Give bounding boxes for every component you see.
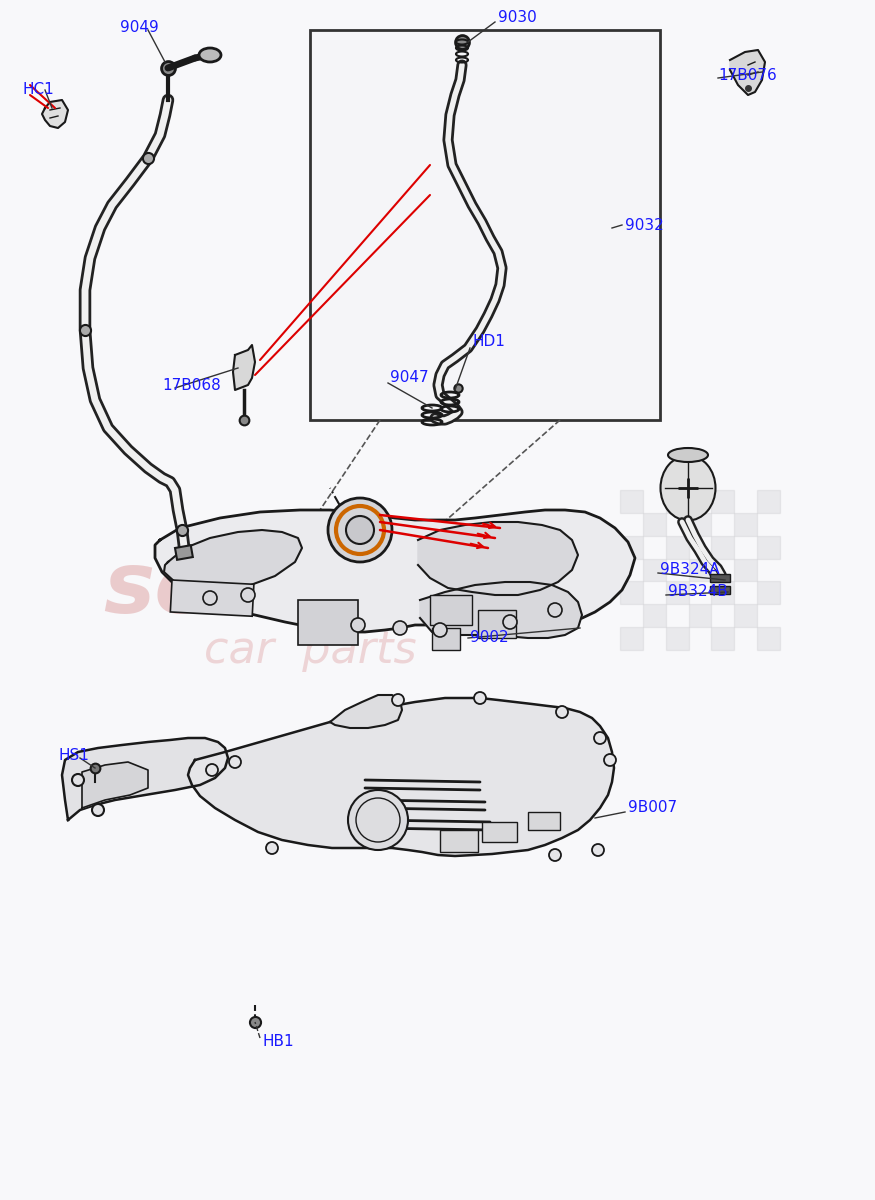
Bar <box>711 535 734 558</box>
Bar <box>643 605 666 628</box>
Circle shape <box>548 602 562 617</box>
Bar <box>734 512 757 535</box>
Bar <box>620 628 643 650</box>
Bar <box>689 512 711 535</box>
Circle shape <box>241 588 255 602</box>
Circle shape <box>474 692 486 704</box>
Circle shape <box>392 694 404 706</box>
Ellipse shape <box>661 456 716 521</box>
Bar <box>757 490 780 512</box>
Text: 9049: 9049 <box>120 20 158 36</box>
Bar <box>478 610 516 638</box>
Text: 9030: 9030 <box>498 11 536 25</box>
Bar <box>430 595 472 625</box>
Bar <box>757 535 780 558</box>
Text: 9032: 9032 <box>625 217 664 233</box>
Bar <box>620 535 643 558</box>
Circle shape <box>328 498 392 562</box>
Circle shape <box>393 622 407 635</box>
Text: 9B324B: 9B324B <box>668 584 728 600</box>
Bar <box>643 558 666 582</box>
Circle shape <box>348 790 408 850</box>
Circle shape <box>433 623 447 637</box>
Text: 9B007: 9B007 <box>628 800 677 816</box>
Bar <box>757 628 780 650</box>
Bar <box>310 30 660 420</box>
Bar <box>620 490 643 512</box>
Circle shape <box>203 590 217 605</box>
Bar <box>482 822 517 842</box>
Ellipse shape <box>668 448 708 462</box>
Bar <box>734 605 757 628</box>
Bar <box>711 582 734 605</box>
Circle shape <box>229 756 241 768</box>
Bar <box>689 558 711 582</box>
Circle shape <box>346 516 374 544</box>
Text: 17B076: 17B076 <box>718 67 777 83</box>
Bar <box>666 490 689 512</box>
Polygon shape <box>330 695 402 728</box>
Bar <box>711 628 734 650</box>
Text: HC1: HC1 <box>22 83 53 97</box>
Polygon shape <box>233 346 255 390</box>
Polygon shape <box>420 582 582 638</box>
Text: car  parts: car parts <box>204 629 416 672</box>
Text: scuderia: scuderia <box>103 548 517 631</box>
Text: HS1: HS1 <box>58 748 89 762</box>
Bar <box>710 574 730 582</box>
Text: 17B068: 17B068 <box>162 378 220 392</box>
Polygon shape <box>418 522 578 595</box>
Text: 9B324A: 9B324A <box>660 563 719 577</box>
Polygon shape <box>188 698 614 856</box>
Circle shape <box>266 842 278 854</box>
Bar <box>528 812 560 830</box>
Bar <box>666 535 689 558</box>
Bar <box>432 628 460 650</box>
Text: 9002: 9002 <box>470 630 508 646</box>
Bar <box>666 628 689 650</box>
Ellipse shape <box>199 48 221 62</box>
Text: 9047: 9047 <box>390 371 429 385</box>
Bar <box>298 600 358 646</box>
Circle shape <box>592 844 604 856</box>
Circle shape <box>72 774 84 786</box>
Circle shape <box>503 614 517 629</box>
Polygon shape <box>730 50 765 95</box>
Circle shape <box>351 618 365 632</box>
Polygon shape <box>42 100 68 128</box>
Bar <box>666 582 689 605</box>
Bar <box>711 490 734 512</box>
Polygon shape <box>82 762 148 808</box>
Circle shape <box>594 732 606 744</box>
Polygon shape <box>62 738 228 820</box>
Bar <box>643 512 666 535</box>
Circle shape <box>92 804 104 816</box>
Circle shape <box>604 754 616 766</box>
Bar <box>171 580 254 617</box>
Bar <box>710 586 730 594</box>
Bar <box>620 582 643 605</box>
Bar <box>757 582 780 605</box>
Bar <box>734 558 757 582</box>
Bar <box>440 830 478 852</box>
Bar <box>689 605 711 628</box>
Bar <box>175 545 192 560</box>
Circle shape <box>206 764 218 776</box>
Polygon shape <box>155 510 635 632</box>
Text: HB1: HB1 <box>262 1034 294 1050</box>
Circle shape <box>549 850 561 862</box>
Polygon shape <box>164 530 302 592</box>
Circle shape <box>556 706 568 718</box>
Text: HD1: HD1 <box>472 335 505 349</box>
